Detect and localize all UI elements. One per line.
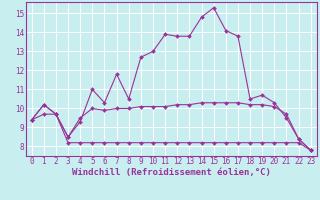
X-axis label: Windchill (Refroidissement éolien,°C): Windchill (Refroidissement éolien,°C) (72, 168, 271, 177)
